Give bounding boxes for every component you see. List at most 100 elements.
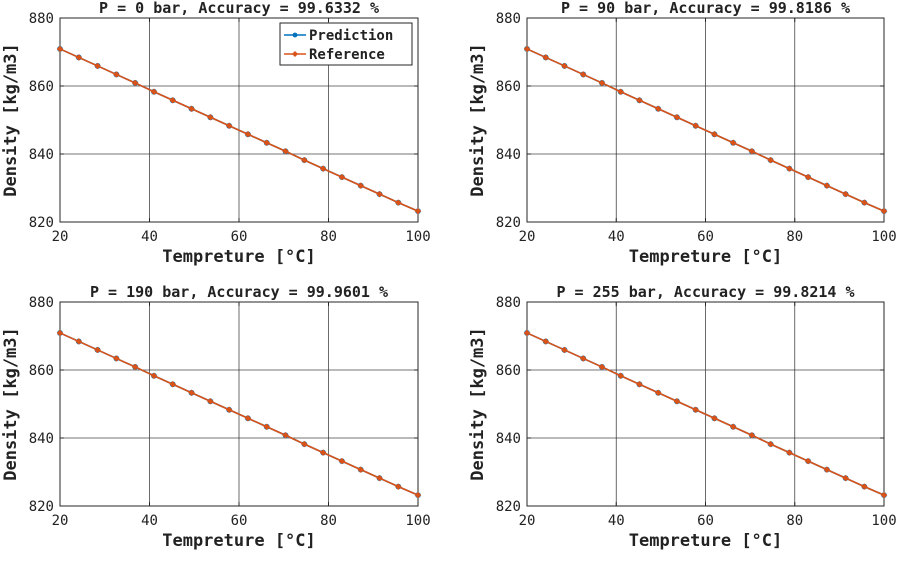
- x-tick-label: 40: [141, 513, 158, 529]
- data-point-reference: [748, 431, 756, 439]
- data-point-reference: [131, 79, 139, 87]
- legend-marker-prediction: [292, 32, 298, 38]
- x-tick-label: 20: [52, 229, 69, 245]
- x-tick-label: 20: [519, 513, 536, 529]
- y-axis-label: Density [kg/m3]: [1, 43, 21, 197]
- y-tick-label: 880: [496, 11, 521, 27]
- x-tick-label: 40: [608, 229, 625, 245]
- data-point-reference: [542, 338, 550, 345]
- chart-title: P = 0 bar, Accuracy = 99.6332 %: [99, 0, 379, 17]
- data-point-reference: [244, 414, 252, 422]
- x-tick-label: 60: [697, 229, 714, 245]
- data-point-reference: [414, 207, 422, 215]
- data-point-reference: [786, 449, 793, 456]
- legend-label: Prediction: [309, 28, 393, 44]
- data-point-reference: [767, 440, 775, 448]
- x-tick-label: 20: [52, 513, 69, 529]
- x-tick-label: 100: [405, 229, 430, 245]
- x-tick-label: 60: [231, 229, 248, 245]
- data-point-reference: [94, 62, 101, 70]
- data-point-reference: [579, 355, 587, 362]
- y-tick-label: 860: [496, 363, 521, 379]
- x-tick-label: 80: [786, 229, 803, 245]
- data-point-reference: [282, 431, 289, 439]
- x-tick-label: 80: [786, 513, 803, 529]
- x-tick-label: 20: [519, 229, 536, 245]
- data-point-reference: [394, 483, 402, 490]
- legend-box: [279, 22, 413, 66]
- data-point-reference: [75, 338, 83, 345]
- x-tick-label: 100: [871, 229, 896, 245]
- y-tick-label: 820: [29, 215, 54, 231]
- data-point-reference: [263, 423, 271, 431]
- data-point-reference: [300, 156, 308, 164]
- data-point-reference: [823, 466, 831, 473]
- data-point-reference: [376, 190, 383, 198]
- data-point-reference: [692, 122, 700, 130]
- data-point-reference: [880, 207, 888, 215]
- legend-label: Reference: [309, 47, 385, 63]
- data-point-reference: [636, 380, 643, 388]
- data-point-reference: [654, 105, 662, 113]
- data-point-reference: [842, 190, 849, 198]
- data-point-reference: [523, 329, 531, 337]
- chart-title: P = 190 bar, Accuracy = 99.9601 %: [90, 283, 388, 301]
- data-point-reference: [598, 363, 606, 371]
- data-point-reference: [579, 71, 587, 78]
- data-point-reference: [207, 113, 214, 121]
- data-point-reference: [113, 71, 120, 78]
- x-tick-label: 60: [697, 513, 714, 529]
- data-point-reference: [94, 346, 101, 354]
- chart-title: P = 255 bar, Accuracy = 99.8214 %: [556, 283, 854, 301]
- subplot-4: 20 40 60 80 100 820 840 860 880 P = 255 bar, Accu…: [468, 283, 897, 551]
- data-point-reference: [414, 491, 422, 499]
- data-point-reference: [75, 54, 83, 61]
- data-point-reference: [804, 173, 812, 181]
- data-point-reference: [113, 355, 120, 362]
- data-point-reference: [244, 130, 252, 138]
- x-tick-label: 100: [405, 513, 430, 529]
- x-tick-label: 60: [231, 513, 248, 529]
- x-axis-label: Tempreture [°C]: [629, 247, 783, 267]
- data-point-reference: [357, 466, 365, 473]
- y-tick-label: 820: [496, 215, 521, 231]
- data-point-reference: [56, 45, 64, 53]
- data-point-reference: [804, 457, 812, 465]
- y-tick-label: 840: [29, 431, 54, 447]
- data-point-reference: [654, 389, 662, 397]
- data-point-reference: [188, 389, 195, 397]
- data-point-reference: [561, 346, 568, 354]
- data-point-reference: [598, 79, 606, 87]
- data-point-reference: [542, 54, 550, 61]
- data-point-reference: [617, 372, 625, 380]
- data-point-reference: [207, 397, 214, 405]
- data-point-reference: [282, 147, 289, 155]
- x-axis-label: Tempreture [°C]: [629, 531, 783, 551]
- y-tick-label: 860: [496, 79, 521, 95]
- y-tick-label: 880: [29, 11, 54, 27]
- data-point-reference: [636, 96, 643, 104]
- x-tick-label: 80: [320, 229, 337, 245]
- data-point-reference: [319, 165, 327, 172]
- data-point-reference: [376, 474, 383, 482]
- x-axis-label: Tempreture [°C]: [162, 247, 316, 267]
- series-line-reference: [526, 332, 885, 496]
- data-point-reference: [861, 483, 868, 490]
- y-tick-label: 860: [29, 363, 54, 379]
- data-point-reference: [692, 406, 700, 414]
- data-point-reference: [823, 182, 831, 189]
- x-tick-label: 80: [320, 513, 337, 529]
- data-point-reference: [561, 62, 568, 70]
- data-point-reference: [338, 457, 346, 465]
- y-tick-label: 820: [29, 499, 54, 515]
- data-point-reference: [617, 88, 625, 96]
- data-point-reference: [188, 105, 195, 113]
- y-tick-label: 880: [29, 295, 54, 311]
- legend-marker-reference: [292, 51, 298, 57]
- data-point-reference: [169, 380, 177, 388]
- x-tick-label: 40: [608, 513, 625, 529]
- data-point-reference: [225, 122, 233, 130]
- y-axis-label: Density [kg/m3]: [468, 327, 488, 481]
- data-point-reference: [56, 329, 64, 337]
